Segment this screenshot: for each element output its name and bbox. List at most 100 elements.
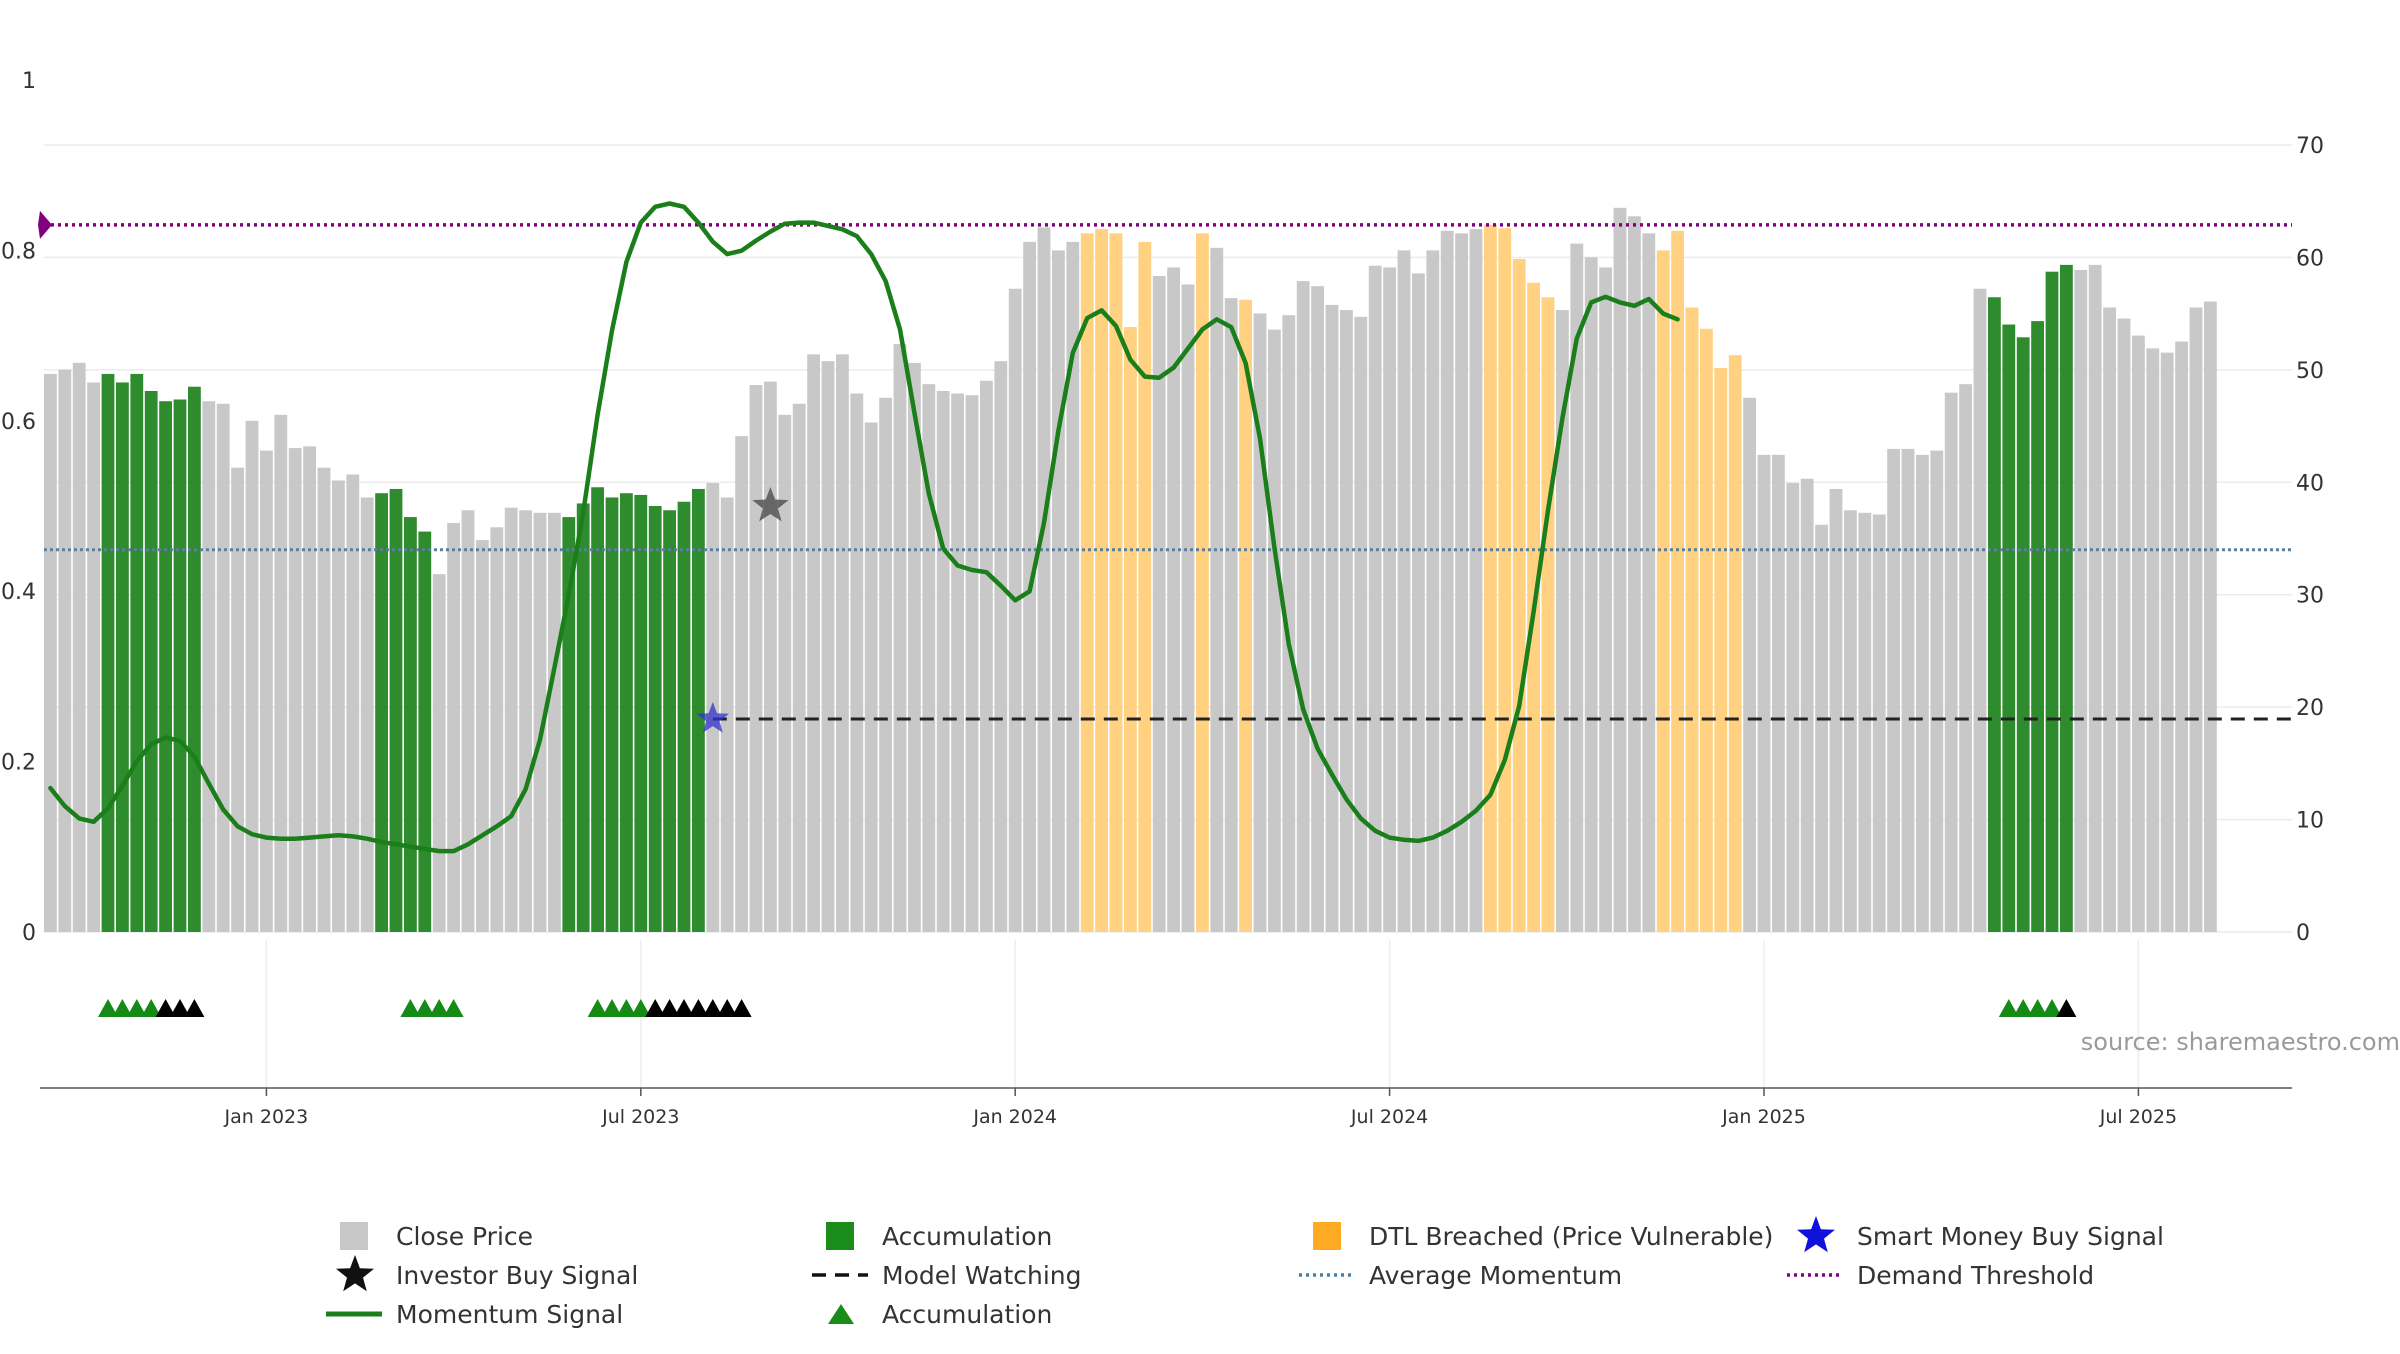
- legend-item: Investor Buy Signal: [336, 1255, 638, 1292]
- demand-threshold-marker: [38, 210, 52, 239]
- bars-layer: [44, 207, 2217, 933]
- close-price-bar: [1181, 284, 1195, 933]
- close-price-bar: [1412, 273, 1425, 932]
- accumulation-bar: [2060, 264, 2073, 932]
- dtl-breached-bar: [1124, 327, 1137, 933]
- legend-item: Accumulation: [828, 1300, 1052, 1329]
- close-price-bar: [893, 344, 907, 932]
- close-price-bar: [346, 474, 360, 932]
- dtl-breached-bar: [1138, 241, 1152, 932]
- close-price-bar: [1800, 478, 1814, 932]
- accumulation-bar: [576, 503, 590, 932]
- left-axis-tick-label: 0.4: [1, 580, 36, 605]
- close-price-bar: [216, 403, 230, 932]
- close-price-bar: [764, 381, 777, 932]
- accumulation-bar: [116, 382, 129, 933]
- accumulation-bar: [101, 373, 115, 932]
- dtl-breached-bar: [1095, 229, 1108, 933]
- close-price-bar: [1152, 275, 1166, 933]
- legend-triangle-icon: [828, 1304, 854, 1324]
- accumulation-bar: [173, 399, 187, 932]
- watch-triangle: [155, 999, 176, 1017]
- close-price-bar: [2175, 341, 2188, 933]
- close-price-bar: [1613, 207, 1627, 933]
- close-price-bar: [735, 436, 748, 932]
- close-price-bar: [447, 523, 460, 932]
- right-axis-tick-label: 10: [2296, 809, 2324, 834]
- legend-square-swatch: [826, 1222, 854, 1250]
- close-price-bar: [965, 395, 979, 932]
- accumulation-bar: [634, 494, 648, 932]
- accumulation-bar: [2002, 324, 2016, 932]
- legend-label: Close Price: [396, 1222, 533, 1251]
- right-axis-tick-label: 30: [2296, 584, 2324, 609]
- close-price-bar: [245, 420, 259, 932]
- close-price-bar: [1325, 304, 1339, 933]
- close-price-bar: [1383, 267, 1396, 932]
- close-price-bar: [951, 393, 964, 932]
- close-price-bar: [1167, 267, 1180, 932]
- accumulation-bar: [144, 390, 158, 933]
- close-price-bar: [1930, 450, 1944, 932]
- accumulation-bar: [2045, 271, 2059, 932]
- legend-item: Accumulation: [826, 1222, 1052, 1251]
- close-price-bar: [332, 480, 345, 932]
- watch-triangle: [659, 999, 680, 1017]
- dtl-breached-bar: [1656, 250, 1670, 932]
- legend-label: DTL Breached (Price Vulnerable): [1369, 1222, 1773, 1251]
- close-price-bar: [850, 393, 864, 932]
- accumulation-bar: [1988, 297, 2001, 932]
- legend-item: Average Momentum: [1299, 1261, 1622, 1290]
- accumulation-bar: [663, 510, 676, 932]
- close-price-bar: [1772, 454, 1785, 932]
- watch-triangle: [170, 999, 190, 1017]
- accumulation-triangle: [141, 999, 162, 1017]
- accumulation-bar: [404, 517, 417, 932]
- left-axis-tick-label: 1: [22, 69, 36, 94]
- accumulation-bar: [418, 531, 432, 932]
- accumulation-bar: [677, 501, 691, 932]
- close-price-bar: [548, 512, 561, 932]
- right-axis-tick-label: 50: [2296, 359, 2324, 384]
- close-price-bar: [533, 512, 547, 932]
- close-price-bar: [994, 361, 1008, 932]
- legend-item: Model Watching: [812, 1261, 1082, 1290]
- close-price-bar: [2088, 264, 2102, 932]
- close-price-bar: [1469, 229, 1483, 933]
- accumulation-triangle: [2042, 999, 2062, 1017]
- close-price-bar: [288, 448, 302, 932]
- watch-triangle: [731, 999, 752, 1017]
- close-price-bar: [1858, 512, 1872, 932]
- close-price-bar: [1757, 454, 1771, 932]
- close-price-bar: [1628, 216, 1641, 932]
- accumulation-bar: [188, 386, 201, 933]
- dtl-breached-bar: [1080, 233, 1094, 933]
- legend-star-icon: [336, 1255, 374, 1292]
- close-price-bar: [1066, 241, 1080, 932]
- close-price-bar: [1872, 514, 1886, 932]
- investor-buy-star: [752, 487, 789, 522]
- x-axis-tick-label: Jan 2025: [1721, 1106, 1806, 1128]
- close-price-bar: [44, 373, 57, 932]
- close-price-bar: [231, 467, 244, 932]
- right-axis-tick-label: 40: [2296, 471, 2324, 496]
- right-axis-tick-label: 70: [2296, 134, 2324, 159]
- dtl-breached-bar: [1498, 228, 1512, 933]
- legend-star-icon: [1797, 1216, 1835, 1253]
- watch-triangle: [688, 999, 709, 1017]
- close-price-bar: [2103, 307, 2116, 932]
- close-price-bar: [2189, 307, 2203, 932]
- close-price-bar: [1599, 267, 1612, 932]
- close-price-bar: [1815, 524, 1828, 932]
- close-price-bar: [2132, 335, 2145, 933]
- right-axis-tick-label: 60: [2296, 246, 2324, 271]
- accumulation-triangle: [616, 999, 637, 1017]
- accumulation-bar: [159, 401, 172, 933]
- close-price-bar: [87, 382, 100, 933]
- close-price-bar: [749, 385, 763, 932]
- legend-label: Momentum Signal: [396, 1300, 623, 1329]
- legend-item: Smart Money Buy Signal: [1797, 1216, 2164, 1253]
- close-price-bar: [1296, 281, 1310, 932]
- dtl-breached-bar: [1714, 367, 1728, 932]
- close-price-bar: [1786, 482, 1800, 932]
